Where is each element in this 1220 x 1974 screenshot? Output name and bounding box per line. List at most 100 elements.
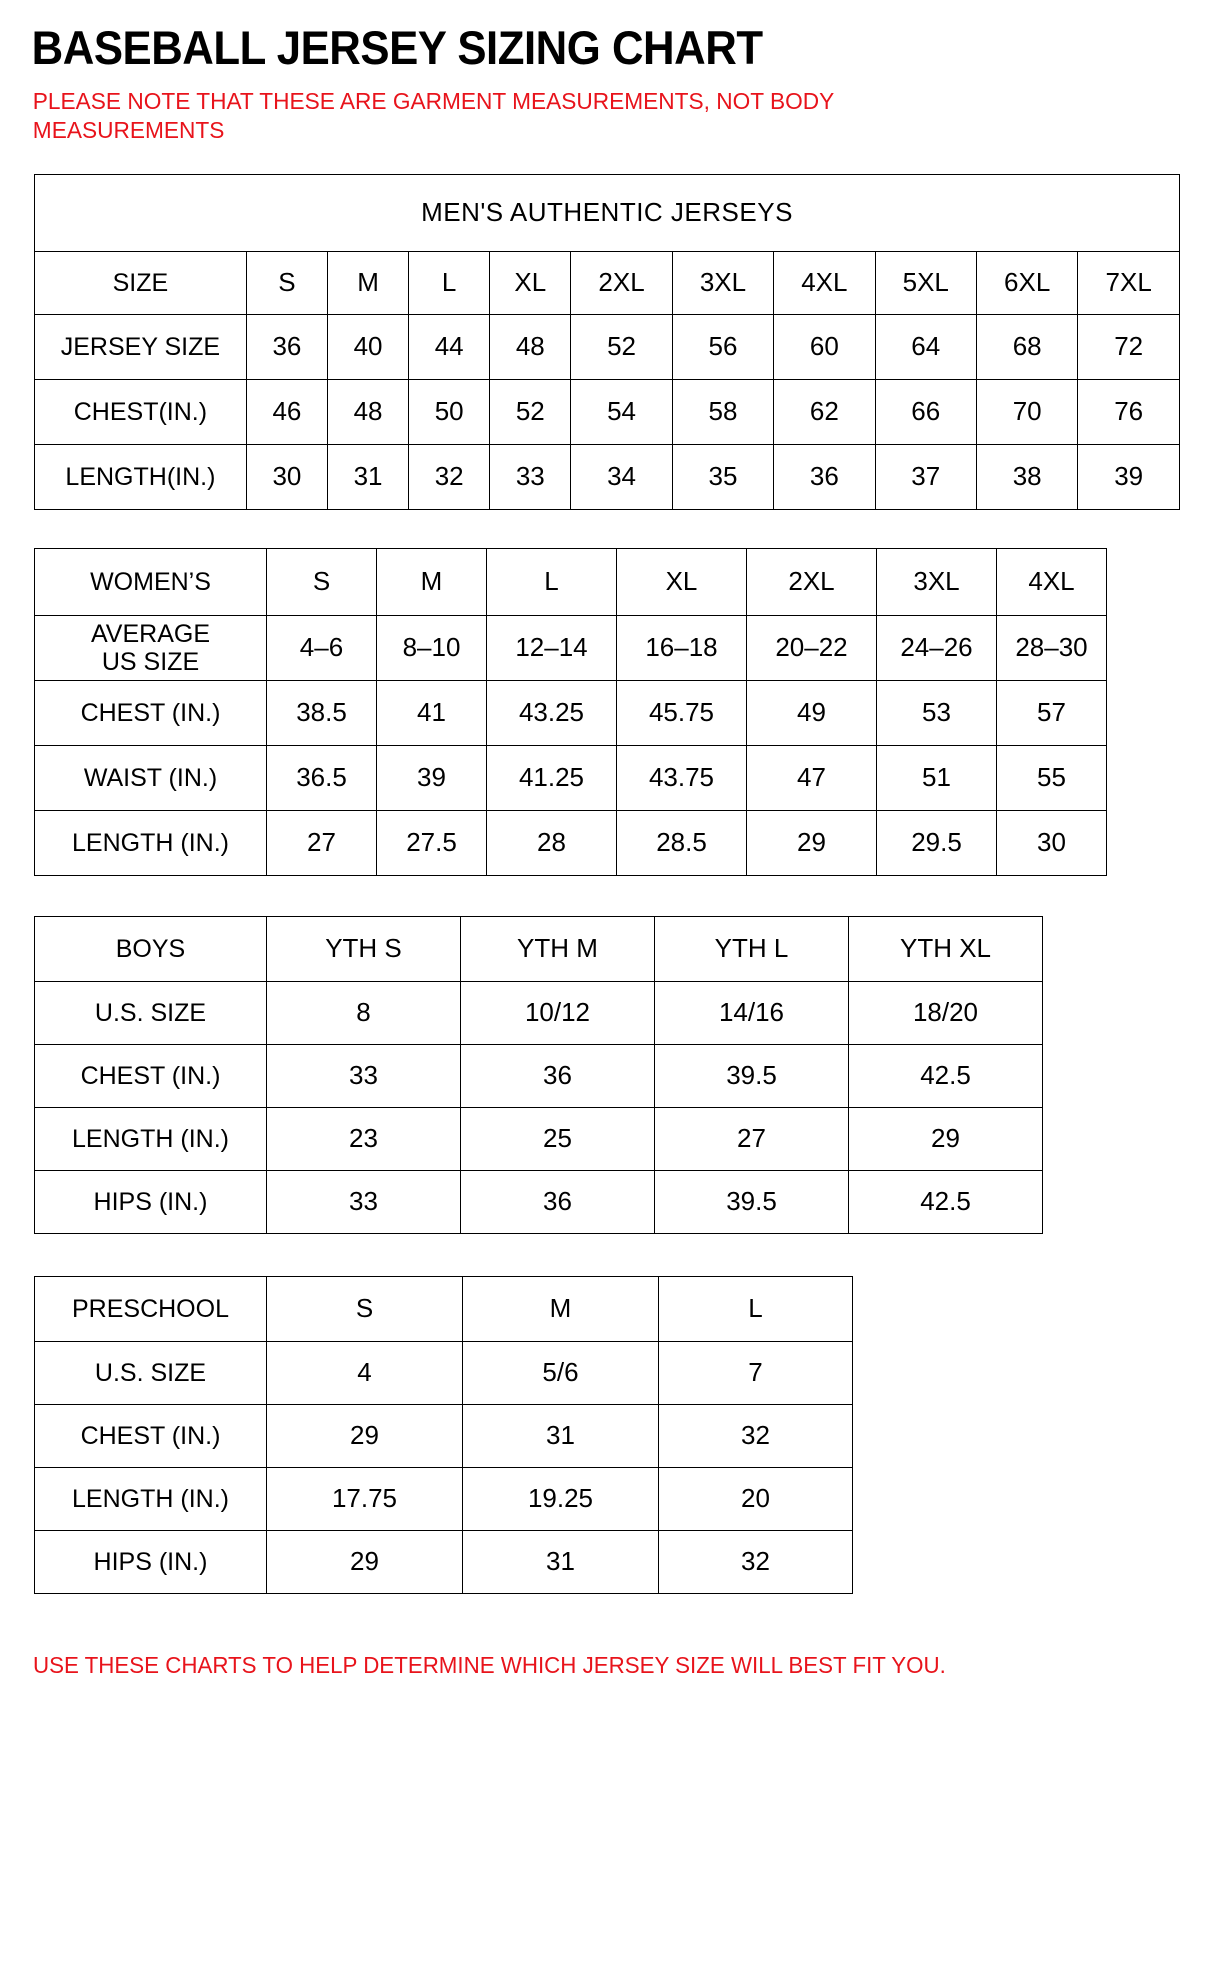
mens-cell-r2-c2: 48 [326,379,410,446]
mens-column-header-4: XL [489,251,572,316]
table-row: LENGTH (IN.) 17.75 19.25 20 [34,1467,853,1532]
preschool-cell-r3-c1: 17.75 [266,1467,463,1532]
preschool-cell-r2-c3: 32 [658,1404,853,1469]
boys-column-header-3: YTH L [654,916,849,983]
sizing-chart-page: BASEBALL JERSEY SIZING CHART PLEASE NOTE… [0,21,1220,1678]
mens-band-title: MEN'S AUTHENTIC JERSEYS [34,174,1180,253]
mens-table-section: MEN'S AUTHENTIC JERSEYS SIZE S M L XL 2XL 3XL 4X… [0,174,1220,511]
preschool-cell-r4-c2: 31 [462,1530,659,1595]
womens-cell-r4-c6: 29.5 [876,810,997,877]
womens-cell-r1-c6: 24–26 [876,615,997,682]
mens-cell-r3-c1: 30 [245,444,328,511]
preschool-cell-r4-c1: 29 [266,1530,463,1595]
table-row: LENGTH (IN.) 23 25 27 29 [34,1107,1043,1172]
table-row: CHEST (IN.) 38.5 41 43.25 45.75 49 53 57 [34,680,1107,747]
mens-cell-r3-c5: 34 [570,444,673,511]
mens-cell-r2-c3: 50 [408,379,491,446]
mens-cell-r1-c5: 52 [570,314,673,381]
table-row: AVERAGE US SIZE 4–6 8–10 12–14 16–18 20–22 24–2… [34,615,1107,682]
womens-cell-r4-c7: 30 [996,810,1107,877]
table-row: CHEST (IN.) 33 36 39.5 42.5 [34,1044,1043,1109]
mens-cell-r1-c4: 48 [489,314,572,381]
mens-cell-r2-c5: 54 [570,379,673,446]
mens-header-row: SIZE S M L XL 2XL 3XL 4XL 5XL 6XL 7XL [34,251,1180,316]
mens-row-label-header: SIZE [34,251,247,316]
womens-cell-r2-c1: 38.5 [266,680,377,747]
preschool-header-row: PRESCHOOL S M L [34,1276,853,1343]
mens-band-row: MEN'S AUTHENTIC JERSEYS [34,174,1180,253]
preschool-cell-r1-c3: 7 [658,1341,853,1406]
womens-cell-r3-c1: 36.5 [266,745,377,812]
preschool-row-label-4: HIPS (IN.) [34,1530,267,1595]
mens-column-header-3: L [408,251,491,316]
boys-cell-r2-c2: 36 [460,1044,655,1109]
womens-cell-r1-c2: 8–10 [376,615,487,682]
womens-header-row: WOMEN’S S M L XL 2XL 3XL 4XL [34,548,1107,617]
preschool-column-header-1: S [266,1276,463,1343]
boys-cell-r3-c3: 27 [654,1107,849,1172]
mens-column-header-2: M [326,251,410,316]
womens-cell-r2-c7: 57 [996,680,1107,747]
preschool-cell-r2-c1: 29 [266,1404,463,1469]
womens-cell-r1-c5: 20–22 [746,615,877,682]
boys-cell-r2-c1: 33 [266,1044,461,1109]
page-title: BASEBALL JERSEY SIZING CHART [31,21,763,74]
boys-cell-r4-c3: 39.5 [654,1170,849,1235]
womens-cell-r1-c7: 28–30 [996,615,1107,682]
mens-cell-r1-c1: 36 [245,314,328,381]
table-row: LENGTH(IN.) 30 31 32 33 34 35 36 37 38 39 [34,444,1180,511]
mens-cell-r3-c3: 32 [408,444,491,511]
preschool-row-label-3: LENGTH (IN.) [34,1467,267,1532]
preschool-row-label-2: CHEST (IN.) [34,1404,267,1469]
preschool-cell-r1-c2: 5/6 [462,1341,659,1406]
preschool-cell-r2-c2: 31 [462,1404,659,1469]
mens-sizing-table: MEN'S AUTHENTIC JERSEYS SIZE S M L XL 2XL 3XL 4X… [34,174,1180,511]
mens-cell-r2-c9: 70 [975,379,1079,446]
boys-cell-r3-c1: 23 [266,1107,461,1172]
womens-row-label-4: LENGTH (IN.) [34,810,267,877]
boys-table-section: BOYS YTH S YTH M YTH L YTH XL U.S. SIZE 8 10/12… [0,916,1220,1235]
mens-row-label-1: JERSEY SIZE [34,314,247,381]
womens-cell-r4-c1: 27 [266,810,377,877]
womens-column-header-4: XL [616,548,747,617]
boys-cell-r3-c2: 25 [460,1107,655,1172]
womens-cell-r3-c2: 39 [376,745,487,812]
preschool-cell-r4-c3: 32 [658,1530,853,1595]
boys-row-label-3: LENGTH (IN.) [34,1107,267,1172]
preschool-cell-r1-c1: 4 [266,1341,463,1406]
boys-column-header-4: YTH XL [848,916,1043,983]
preschool-row-label-header: PRESCHOOL [34,1276,267,1343]
womens-column-header-6: 3XL [876,548,997,617]
mens-cell-r1-c8: 64 [874,314,977,381]
mens-column-header-1: S [245,251,328,316]
preschool-table-section: PRESCHOOL S M L U.S. SIZE 4 5/6 7 CHEST (IN.) 29 3… [0,1276,1220,1595]
womens-column-header-5: 2XL [746,548,877,617]
mens-cell-r1-c2: 40 [326,314,410,381]
garment-measurement-note: PLEASE NOTE THAT THESE ARE GARMENT MEASU… [32,88,834,143]
mens-cell-r1-c7: 60 [773,314,876,381]
preschool-cell-r3-c2: 19.25 [462,1467,659,1532]
boys-header-row: BOYS YTH S YTH M YTH L YTH XL [34,916,1043,983]
table-row: CHEST(IN.) 46 48 50 52 54 58 62 66 70 76 [34,379,1180,446]
mens-cell-r2-c8: 66 [874,379,977,446]
womens-column-header-2: M [376,548,487,617]
womens-cell-r4-c5: 29 [746,810,877,877]
preschool-row-label-1: U.S. SIZE [34,1341,267,1406]
womens-table-section: WOMEN’S S M L XL 2XL 3XL 4XL AVERAGE US SIZE 4–6 8–… [0,548,1220,877]
mens-cell-r3-c4: 33 [489,444,572,511]
womens-cell-r3-c5: 47 [746,745,877,812]
table-row: LENGTH (IN.) 27 27.5 28 28.5 29 29.5 30 [34,810,1107,877]
boys-row-label-2: CHEST (IN.) [34,1044,267,1109]
mens-row-label-3: LENGTH(IN.) [34,444,247,511]
table-row: U.S. SIZE 8 10/12 14/16 18/20 [34,981,1043,1046]
womens-cell-r3-c6: 51 [876,745,997,812]
boys-row-label-4: HIPS (IN.) [34,1170,267,1235]
boys-sizing-table: BOYS YTH S YTH M YTH L YTH XL U.S. SIZE 8 10/12… [34,916,1043,1235]
boys-cell-r1-c3: 14/16 [654,981,849,1046]
mens-cell-r3-c9: 38 [975,444,1079,511]
mens-cell-r2-c6: 58 [671,379,775,446]
boys-cell-r1-c4: 18/20 [848,981,1043,1046]
womens-column-header-7: 4XL [996,548,1107,617]
mens-column-header-7: 4XL [773,251,876,316]
table-row: U.S. SIZE 4 5/6 7 [34,1341,853,1406]
